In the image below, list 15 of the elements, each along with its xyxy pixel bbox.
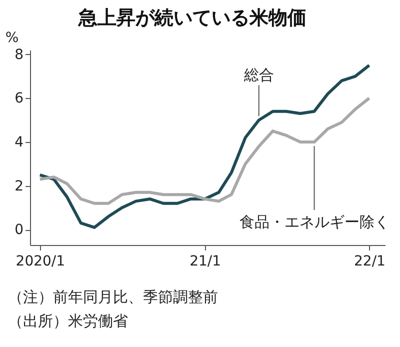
x-tick-label: 22/1 [354,254,386,270]
y-tick-label: 8 [14,46,24,63]
x-tick-label: 21/1 [190,254,222,270]
y-axis-title: % [5,30,19,46]
series-label: 総合 [242,66,274,84]
text: （注）前年同月比、季節調整前 [8,288,218,306]
series-label: 食品・エネルギー除く [239,213,390,232]
chart-title: 急上昇が続いている米物価 [78,7,306,29]
y-tick-label: 6 [14,90,24,107]
y-tick-label: 0 [14,222,24,238]
line-series [38,96,371,205]
y-tick-label: 2 [14,178,24,194]
x-tick-label: 2020/1 [16,254,66,270]
text: （出所）米労働省 [8,312,128,330]
y-tick-label: 4 [14,134,24,151]
